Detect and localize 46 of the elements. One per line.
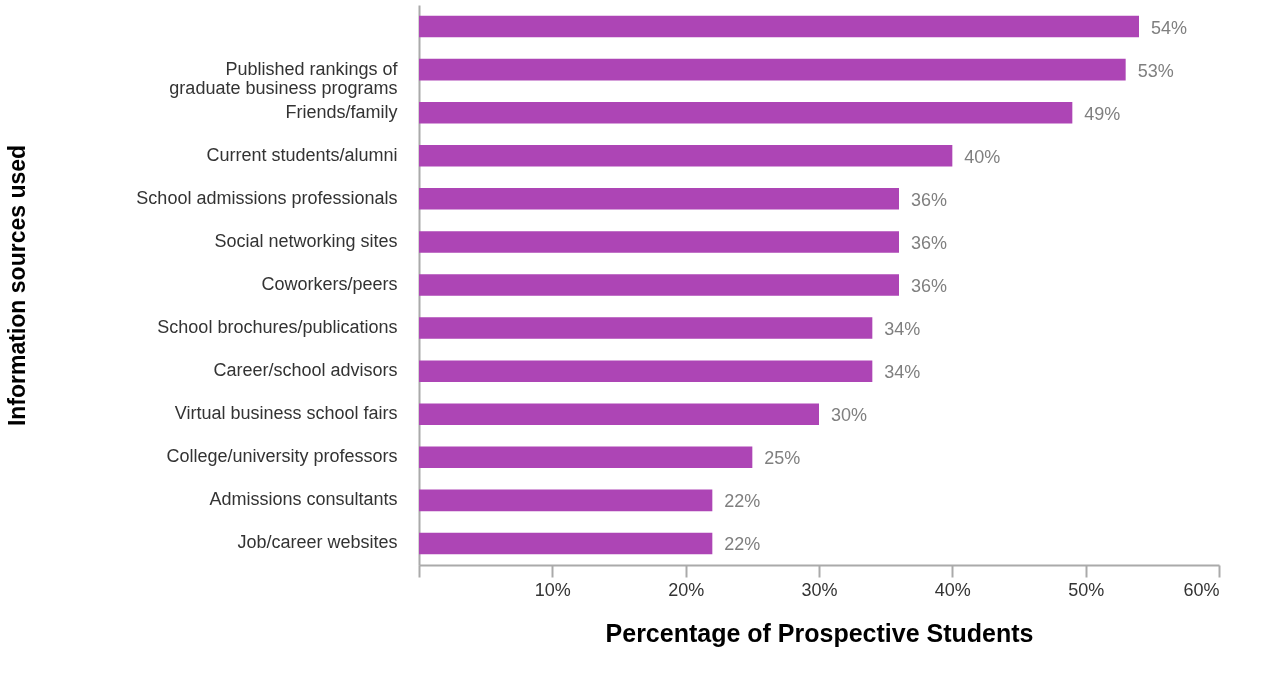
data-label: 36% xyxy=(911,232,948,253)
x-tick-label: 30% xyxy=(801,579,838,600)
data-label: 36% xyxy=(911,189,948,210)
bar xyxy=(419,58,1126,81)
data-label: 34% xyxy=(884,319,921,340)
y-tick-label: College/university professors xyxy=(166,446,398,467)
data-label: 25% xyxy=(764,448,801,469)
bar xyxy=(419,231,899,253)
y-tick-label: School admissions professionals xyxy=(136,187,398,208)
x-tick-label: 60% xyxy=(1183,579,1220,600)
data-label: 36% xyxy=(911,276,948,296)
y-tick-label: Job/career websites xyxy=(237,532,398,553)
x-tick-label: 40% xyxy=(934,579,971,600)
x-tick-label: 50% xyxy=(1068,579,1105,600)
data-label: 49% xyxy=(1084,103,1121,124)
data-label: 34% xyxy=(884,362,921,383)
y-tick-label: Virtual business school fairs xyxy=(174,403,398,424)
data-label: 40% xyxy=(964,146,1001,167)
y-tick-label: Friends/family xyxy=(285,101,398,122)
bar xyxy=(419,188,899,210)
bar xyxy=(419,317,873,339)
bar xyxy=(419,446,753,469)
y-tick-label: Admissions consultants xyxy=(209,489,398,510)
data-label: 30% xyxy=(831,405,868,426)
bar xyxy=(419,360,873,382)
bar xyxy=(419,15,1139,38)
x-tick-label: 10% xyxy=(534,579,571,600)
y-axis-title: Information sources used xyxy=(3,144,30,427)
y-tick-label: Career/school advisors xyxy=(213,360,398,381)
x-tick-label: 20% xyxy=(668,579,705,600)
bar xyxy=(419,274,899,296)
data-label: 53% xyxy=(1137,60,1174,81)
data-label: 54% xyxy=(1151,17,1188,38)
bar xyxy=(419,101,1073,124)
y-tick-label: Coworkers/peers xyxy=(261,274,398,294)
y-tick-label: Published rankings of graduate business programs xyxy=(169,58,399,98)
bar xyxy=(419,403,819,425)
bar xyxy=(419,489,713,512)
data-label: 22% xyxy=(724,491,761,512)
data-label: 22% xyxy=(724,534,761,555)
bar xyxy=(419,145,953,167)
y-tick-label: Current students/alumni xyxy=(206,144,398,165)
y-tick-label: Social networking sites xyxy=(214,230,398,251)
bar xyxy=(419,532,713,555)
y-tick-label: School brochures/publications xyxy=(157,317,398,338)
x-axis-title: Percentage of Prospective Students xyxy=(605,618,1034,647)
